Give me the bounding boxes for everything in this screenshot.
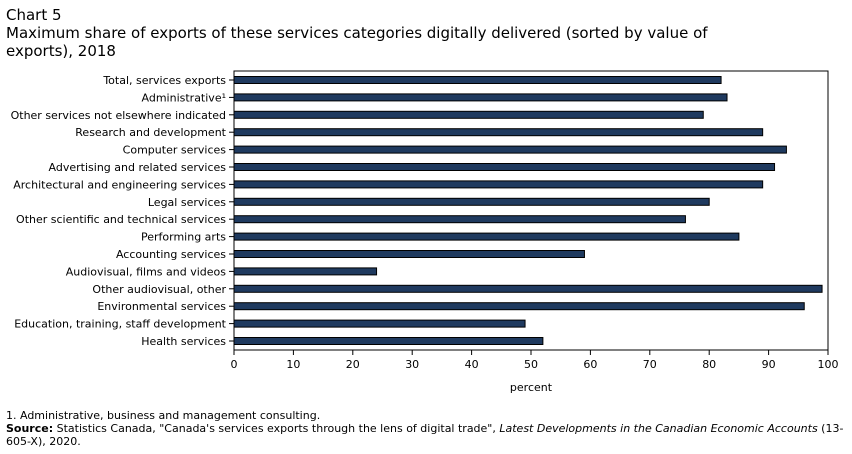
category-label: Total, services exports — [102, 74, 226, 87]
source-label: Source: — [6, 422, 54, 435]
bar — [233, 145, 787, 154]
x-tick-label: 70 — [643, 358, 657, 371]
category-label: Education, training, staff development — [14, 318, 226, 331]
bar — [233, 319, 526, 328]
category-label: Other audiovisual, other — [92, 283, 226, 296]
bar — [233, 180, 764, 189]
x-tick-label: 10 — [286, 358, 300, 371]
category-label: Research and development — [75, 126, 226, 139]
bar — [233, 215, 686, 224]
bar — [233, 250, 585, 258]
x-tick-label: 80 — [702, 358, 716, 371]
category-label: Other services not elsewhere indicated — [11, 109, 226, 122]
source-text-after: (13-605-X), 2020. — [6, 422, 844, 448]
x-axis-title: percent — [510, 381, 553, 394]
bars-layer — [233, 76, 823, 345]
bar — [233, 197, 710, 206]
category-label: Advertising and related services — [49, 161, 227, 174]
category-label: Computer services — [123, 144, 227, 157]
category-label: Performing arts — [141, 231, 226, 244]
bar — [233, 76, 722, 84]
x-tick-label: 50 — [524, 358, 538, 371]
category-label: Legal services — [148, 196, 226, 209]
source-line: Source: Statistics Canada, "Canada's ser… — [6, 422, 846, 448]
bar — [233, 163, 776, 171]
x-tick-label: 60 — [583, 358, 597, 371]
category-label: Other scientific and technical services — [16, 213, 226, 226]
source-publication: Latest Developments in the Canadian Econ… — [499, 422, 818, 435]
category-labels: Total, services exports Administrative¹ Ot… — [11, 74, 227, 348]
x-axis-ticks: 0 10 20 30 40 50 60 70 80 90 100 — [229, 79, 839, 371]
bar — [233, 93, 728, 102]
category-label: Audiovisual, films and videos — [66, 265, 226, 278]
x-tick-label: 100 — [818, 358, 839, 371]
bar — [233, 302, 805, 311]
x-tick-label: 40 — [465, 358, 479, 371]
category-label: Architectural and engineering services — [13, 178, 226, 191]
chart-number: Chart 5 — [6, 6, 62, 24]
footnotes: 1. Administrative, business and manageme… — [6, 409, 846, 448]
category-label: Environmental services — [97, 300, 226, 313]
bar — [233, 128, 764, 137]
bar — [233, 232, 740, 241]
bar — [233, 284, 823, 293]
x-tick-label: 0 — [231, 358, 238, 371]
bar — [233, 267, 378, 276]
x-tick-label: 30 — [405, 358, 419, 371]
category-label: Accounting services — [116, 248, 226, 261]
category-label: Health services — [141, 335, 226, 348]
chart-title: Maximum share of exports of these servic… — [6, 24, 708, 60]
category-label: Administrative¹ — [142, 91, 226, 104]
x-tick-label: 90 — [762, 358, 776, 371]
bar — [233, 110, 704, 119]
x-tick-label: 20 — [346, 358, 360, 371]
footnote-1: 1. Administrative, business and manageme… — [6, 409, 321, 422]
bar — [233, 337, 544, 345]
source-text: Statistics Canada, "Canada's services ex… — [53, 422, 500, 435]
